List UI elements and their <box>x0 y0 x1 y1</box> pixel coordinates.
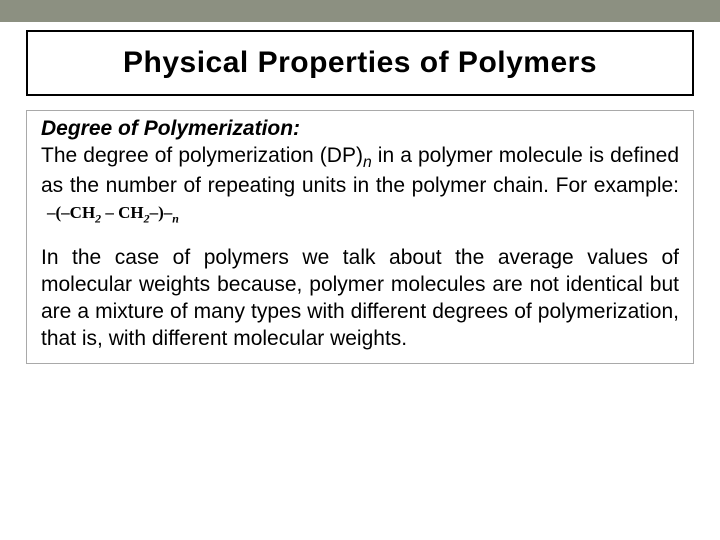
paragraph-2: In the case of polymers we talk about th… <box>41 245 679 353</box>
slide-content: Physical Properties of Polymers Degree o… <box>0 30 720 384</box>
page-title: Physical Properties of Polymers <box>38 46 682 80</box>
top-accent-bar <box>0 0 720 22</box>
formula-left: –(– <box>47 203 70 222</box>
para1-pre: The degree of polymerization (DP) <box>41 144 363 167</box>
formula-ch1: CH <box>70 203 96 222</box>
formula-dash: – <box>101 203 118 222</box>
subheading: Degree of Polymerization: <box>41 117 679 141</box>
para1-sub: n <box>363 154 372 171</box>
title-box: Physical Properties of Polymers <box>26 30 694 96</box>
formula-ch2: CH <box>118 203 144 222</box>
formula-right: –)– <box>150 203 173 222</box>
body-box: Degree of Polymerization: The degree of … <box>26 110 694 364</box>
paragraph-1: The degree of polymerization (DP)n in a … <box>41 143 679 227</box>
formula-n: n <box>172 212 179 226</box>
formula: –(–CH2 – CH2–)–n <box>47 202 179 227</box>
